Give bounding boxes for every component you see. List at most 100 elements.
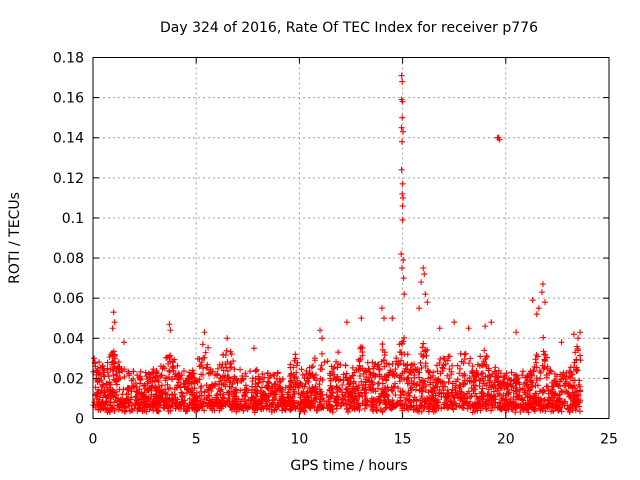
data-point — [299, 371, 306, 378]
data-point — [418, 350, 425, 357]
data-point — [465, 325, 472, 332]
data-point — [224, 335, 231, 342]
data-point — [556, 391, 563, 398]
data-point — [496, 392, 503, 399]
data-point — [150, 366, 157, 373]
data-point — [531, 392, 538, 399]
data-point — [454, 362, 461, 369]
data-point — [139, 407, 146, 414]
data-point — [190, 403, 197, 410]
data-point — [537, 369, 544, 376]
data-point — [106, 379, 113, 386]
data-point — [240, 407, 247, 414]
data-points — [90, 72, 584, 416]
data-point — [255, 380, 262, 387]
data-point — [533, 359, 540, 366]
data-point — [539, 389, 546, 396]
data-point — [105, 407, 112, 414]
data-point — [189, 367, 196, 374]
data-point — [331, 371, 338, 378]
data-point — [347, 402, 354, 409]
data-point — [432, 392, 439, 399]
data-point — [257, 387, 264, 394]
data-point — [538, 289, 545, 296]
data-point — [571, 359, 578, 366]
data-point — [284, 400, 291, 407]
data-point — [350, 379, 357, 386]
data-point — [317, 375, 324, 382]
data-point — [186, 395, 193, 402]
data-point — [442, 383, 449, 390]
data-point — [166, 367, 173, 374]
data-point — [256, 376, 263, 383]
data-point — [201, 407, 208, 414]
data-point — [243, 385, 250, 392]
data-point — [373, 408, 380, 415]
data-point — [291, 388, 298, 395]
data-point — [300, 388, 307, 395]
data-point — [469, 363, 476, 370]
data-point — [544, 404, 551, 411]
data-point — [191, 392, 198, 399]
data-point — [252, 367, 259, 374]
data-point — [420, 340, 427, 347]
data-point — [298, 366, 305, 373]
data-point — [339, 381, 346, 388]
data-point — [301, 393, 308, 400]
data-point — [576, 408, 583, 415]
data-point — [349, 364, 356, 371]
y-tick-label: 0.06 — [53, 291, 84, 307]
data-point — [274, 369, 281, 376]
data-point — [556, 378, 563, 385]
data-point — [422, 363, 429, 370]
data-point — [316, 381, 323, 388]
data-point — [229, 381, 236, 388]
data-point — [535, 305, 542, 312]
data-point — [195, 401, 202, 408]
data-point — [492, 364, 499, 371]
data-point — [137, 376, 144, 383]
data-point — [521, 406, 528, 413]
data-point — [577, 387, 584, 394]
data-point — [572, 349, 579, 356]
data-point — [297, 408, 304, 415]
y-tick-label: 0.08 — [53, 251, 84, 267]
data-point — [541, 356, 548, 363]
data-point — [502, 372, 509, 379]
y-tick-label: 0.1 — [62, 211, 84, 227]
data-point — [113, 377, 120, 384]
data-point — [544, 363, 551, 370]
data-point — [468, 392, 475, 399]
data-point — [489, 404, 496, 411]
data-point — [206, 392, 213, 399]
data-point — [335, 377, 342, 384]
data-point — [134, 402, 141, 409]
data-point — [185, 373, 192, 380]
data-point — [478, 388, 485, 395]
data-point — [173, 403, 180, 410]
data-point — [465, 401, 472, 408]
data-point — [418, 279, 425, 286]
data-point — [112, 394, 119, 401]
data-point — [154, 408, 161, 415]
data-point — [436, 325, 443, 332]
data-point — [202, 349, 209, 356]
data-point — [166, 321, 173, 328]
data-point — [115, 406, 122, 413]
data-point — [253, 390, 260, 397]
data-point — [444, 372, 451, 379]
data-point — [481, 401, 488, 408]
data-point — [512, 401, 519, 408]
data-point — [444, 390, 451, 397]
data-point — [547, 396, 554, 403]
data-point — [250, 345, 257, 352]
data-point — [227, 403, 234, 410]
data-point — [488, 319, 495, 326]
data-point — [420, 377, 427, 384]
data-point — [381, 352, 388, 359]
data-point — [357, 345, 364, 352]
data-point — [504, 381, 511, 388]
data-point — [340, 371, 347, 378]
data-point — [462, 350, 469, 357]
data-point — [440, 355, 447, 362]
